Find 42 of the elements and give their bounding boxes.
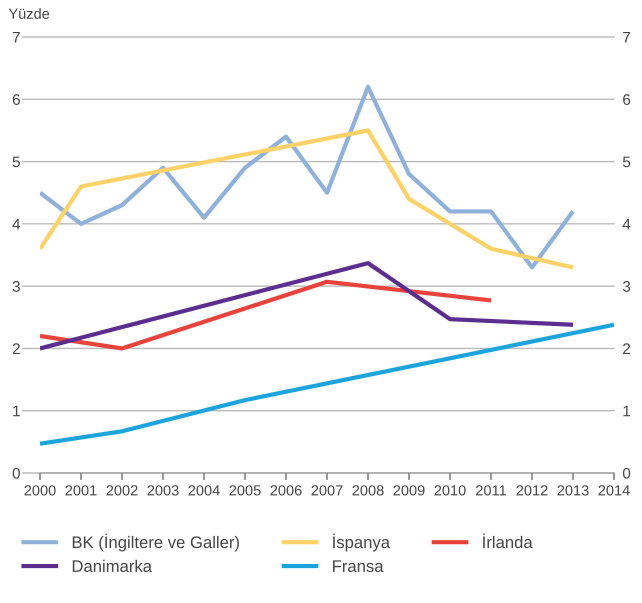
y2-tick-label: 0 bbox=[622, 468, 630, 479]
y-tick-label: 0 bbox=[12, 468, 20, 479]
line-series bbox=[40, 84, 576, 270]
line-series bbox=[40, 261, 576, 351]
line-series bbox=[40, 322, 614, 446]
x-tick-label: 2008 bbox=[352, 485, 384, 496]
x-tick-label: 2002 bbox=[106, 485, 138, 496]
y-tick-label: 6 bbox=[12, 94, 20, 105]
y2-tick-label: 1 bbox=[624, 406, 630, 416]
x-tick-label: 2014 bbox=[598, 485, 630, 496]
y2-tick-label: 2 bbox=[623, 343, 630, 354]
x-tick-label: 2012 bbox=[516, 485, 548, 496]
legend-label: Danimarka bbox=[72, 560, 152, 572]
y-tick-label: 1 bbox=[13, 406, 20, 416]
y2-tick-label: 4 bbox=[622, 218, 630, 230]
y-tick-label: 7 bbox=[12, 32, 20, 43]
x-tick-label: 2000 bbox=[24, 485, 56, 496]
x-tick-label: 2001 bbox=[66, 485, 97, 496]
x-tick-label: 2007 bbox=[312, 485, 342, 496]
x-tick-label: 2004 bbox=[188, 485, 220, 496]
legend-label: Fransa bbox=[333, 560, 384, 572]
line-series bbox=[40, 280, 494, 351]
legend-label: BK (İngiltere ve Galler) bbox=[72, 534, 239, 552]
legend-label: İspanya bbox=[333, 534, 390, 552]
y-tick-label: 2 bbox=[12, 343, 20, 354]
x-tick-label: 2013 bbox=[558, 485, 589, 496]
y2-tick-label: 7 bbox=[623, 32, 630, 43]
y-tick-label: 4 bbox=[12, 218, 20, 230]
line-series bbox=[40, 128, 576, 270]
y-tick-label: 5 bbox=[12, 156, 20, 168]
y2-tick-label: 5 bbox=[622, 156, 630, 168]
x-tick-label: 2005 bbox=[230, 485, 261, 496]
x-tick-label: 2010 bbox=[434, 485, 466, 496]
x-tick-label: 2006 bbox=[270, 485, 302, 496]
y-tick-label: 3 bbox=[12, 281, 20, 292]
y2-tick-label: 3 bbox=[622, 281, 630, 292]
x-tick-label: 2011 bbox=[476, 485, 506, 496]
x-tick-label: 2009 bbox=[394, 485, 425, 496]
legend-label: İrlanda bbox=[483, 534, 533, 548]
x-tick-label: 2003 bbox=[148, 485, 179, 496]
y2-tick-label: 6 bbox=[623, 94, 630, 105]
y-axis-title: Yüzde bbox=[8, 8, 50, 19]
